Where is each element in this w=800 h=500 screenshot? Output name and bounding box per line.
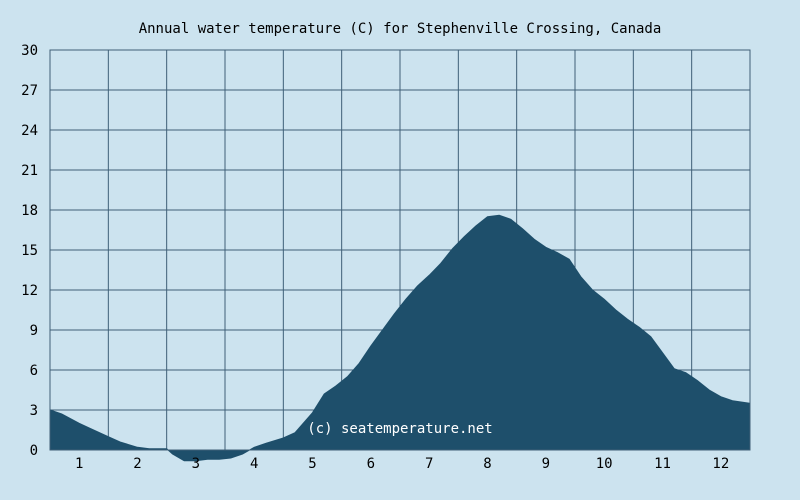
data-point	[242, 453, 244, 455]
data-point	[650, 336, 652, 338]
data-point	[592, 289, 594, 291]
x-tick-label: 2	[133, 456, 141, 472]
data-point	[370, 345, 372, 347]
data-point	[148, 448, 150, 450]
data-point	[452, 248, 454, 250]
data-point	[510, 218, 512, 220]
data-point	[417, 285, 419, 287]
data-point	[172, 453, 174, 455]
x-tick-label: 1	[75, 456, 83, 472]
data-area-series	[49, 214, 751, 462]
data-point	[61, 413, 63, 415]
y-tick-label: 9	[30, 323, 38, 339]
data-point	[166, 448, 168, 450]
data-point	[90, 428, 92, 430]
data-point	[557, 252, 559, 254]
data-point	[265, 442, 267, 444]
data-point	[638, 326, 640, 328]
data-point	[533, 238, 535, 240]
data-point	[475, 225, 477, 227]
data-point	[294, 432, 296, 434]
data-point	[137, 446, 139, 448]
data-point	[627, 318, 629, 320]
data-point	[347, 376, 349, 378]
data-point	[708, 389, 710, 391]
data-point	[749, 402, 751, 404]
data-point	[580, 276, 582, 278]
data-point	[230, 457, 232, 459]
data-point	[358, 362, 360, 364]
y-tick-label: 12	[21, 283, 38, 299]
x-tick-label: 12	[712, 456, 729, 472]
data-point	[522, 228, 524, 230]
y-tick-label: 3	[30, 403, 38, 419]
data-point	[487, 216, 489, 218]
data-point	[253, 446, 255, 448]
data-point	[282, 437, 284, 439]
x-tick-label: 11	[654, 456, 671, 472]
data-point	[545, 246, 547, 248]
data-point	[323, 393, 325, 395]
data-point	[662, 352, 664, 354]
y-axis-ticks: 0 3 6 9 12 15 18 21 24 27 30	[21, 43, 38, 459]
data-point	[463, 236, 465, 238]
y-tick-label: 6	[30, 363, 38, 379]
x-tick-label: 9	[542, 456, 550, 472]
data-point	[183, 460, 185, 462]
data-point	[603, 298, 605, 300]
y-tick-label: 18	[21, 203, 38, 219]
x-tick-label: 10	[596, 456, 613, 472]
data-point	[195, 460, 197, 462]
data-point	[697, 380, 699, 382]
data-point	[568, 258, 570, 260]
data-point	[440, 262, 442, 264]
data-point	[49, 409, 51, 411]
data-point	[78, 422, 80, 424]
data-point	[119, 441, 121, 443]
y-tick-label: 15	[21, 243, 38, 259]
data-point	[405, 298, 407, 300]
y-tick-label: 27	[21, 83, 38, 99]
x-tick-label: 3	[192, 456, 200, 472]
x-tick-label: 6	[367, 456, 375, 472]
data-point	[393, 313, 395, 315]
data-point	[673, 368, 675, 370]
x-tick-label: 5	[308, 456, 316, 472]
data-point	[615, 309, 617, 311]
data-point	[218, 458, 220, 460]
data-point	[382, 329, 384, 331]
data-point	[107, 436, 109, 438]
chart-title: Annual water temperature (C) for Stephen…	[139, 21, 662, 37]
y-tick-label: 24	[21, 123, 38, 139]
watermark-text: (c) seatemperature.net	[307, 421, 492, 437]
data-point	[335, 385, 337, 387]
x-tick-label: 4	[250, 456, 258, 472]
data-point	[685, 372, 687, 374]
data-point	[498, 214, 500, 216]
y-tick-label: 30	[21, 43, 38, 59]
x-axis-ticks: 1 2 3 4 5 6 7 8 9 10 11 12	[75, 456, 729, 472]
data-point	[732, 400, 734, 402]
data-point	[207, 458, 209, 460]
data-point	[720, 396, 722, 398]
chart-grid-overlay	[49, 49, 751, 451]
y-tick-label: 0	[30, 443, 38, 459]
x-tick-label: 7	[425, 456, 433, 472]
data-point	[312, 412, 314, 414]
y-tick-label: 21	[21, 163, 38, 179]
data-point	[428, 274, 430, 276]
x-tick-label: 8	[483, 456, 491, 472]
